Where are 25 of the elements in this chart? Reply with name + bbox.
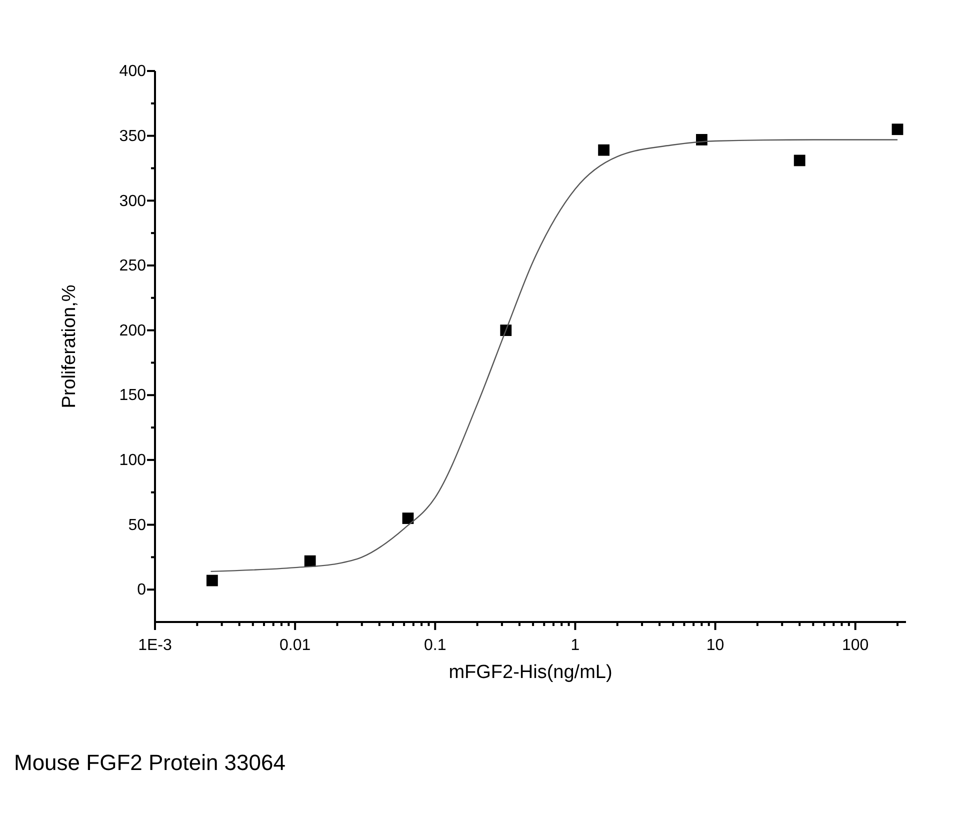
point — [892, 124, 904, 136]
y-tick-label: 400 — [119, 63, 146, 80]
x-tick-label: 0.1 — [424, 637, 446, 654]
point — [304, 555, 316, 567]
point — [696, 134, 708, 146]
x-tick-label: 100 — [842, 637, 869, 654]
x-tick-label: 1E-3 — [138, 637, 172, 654]
y-tick-label: 350 — [119, 128, 146, 145]
y-tick-label: 100 — [119, 452, 146, 470]
y-tick-label: 0 — [137, 582, 146, 599]
y-tick-label: 300 — [119, 192, 146, 210]
y-tick-label: 50 — [128, 516, 146, 534]
x-tick-label: 1 — [570, 637, 580, 654]
x-axis-title: mFGF2-His(ng/mL) — [448, 662, 612, 683]
point — [598, 144, 610, 156]
y-tick-label: 200 — [119, 322, 146, 340]
point — [402, 512, 414, 524]
y-axis-title: Proliferation,% — [59, 284, 80, 408]
point — [794, 154, 806, 166]
point — [206, 574, 218, 586]
x-tick-label: 10 — [706, 637, 724, 654]
y-tick-label: 250 — [119, 258, 146, 275]
text: Mouse FGF2 Protein 33064 — [14, 750, 286, 775]
x-tick-label: 0.01 — [279, 637, 311, 654]
y-tick-label: 150 — [119, 387, 146, 404]
